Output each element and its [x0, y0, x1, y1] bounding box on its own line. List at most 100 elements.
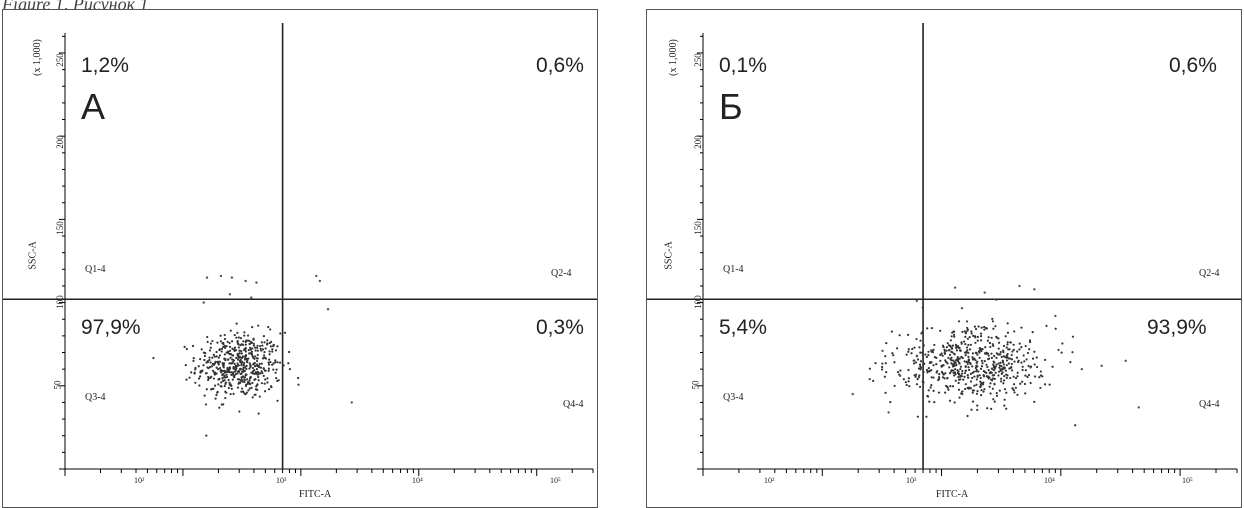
event-point	[930, 384, 933, 387]
y-tick-a-200: 200	[54, 135, 65, 149]
event-point	[997, 337, 1000, 340]
event-point	[989, 345, 992, 349]
event-point	[211, 369, 215, 372]
event-point	[964, 387, 967, 391]
event-point	[202, 364, 205, 367]
event-point	[959, 375, 962, 378]
event-point	[252, 342, 255, 345]
event-point	[981, 362, 984, 365]
event-point	[201, 369, 204, 372]
event-point	[995, 298, 998, 301]
event-point	[893, 384, 896, 388]
event-point	[930, 376, 933, 379]
event-point	[898, 334, 901, 337]
event-point	[248, 379, 251, 382]
event-point	[207, 378, 210, 382]
event-point	[255, 357, 259, 360]
event-point	[889, 401, 892, 404]
event-point	[981, 383, 985, 386]
event-point	[985, 352, 988, 355]
event-point	[926, 370, 929, 373]
event-point	[1024, 392, 1027, 395]
event-point	[1002, 363, 1006, 366]
event-point	[983, 328, 986, 331]
event-point	[983, 360, 986, 363]
event-point	[197, 377, 201, 380]
event-point	[204, 403, 208, 406]
event-point	[916, 415, 919, 418]
event-point	[1005, 359, 1009, 362]
event-point	[980, 339, 983, 342]
event-point	[908, 385, 911, 388]
panel-letter-a: А	[81, 86, 106, 127]
event-point	[1019, 382, 1022, 385]
event-point	[253, 361, 256, 365]
event-point	[215, 355, 218, 358]
event-point	[214, 397, 217, 400]
event-point	[998, 389, 1001, 392]
event-point	[1003, 388, 1007, 391]
outlier-point	[915, 299, 918, 303]
event-point	[254, 349, 257, 352]
event-point	[1031, 331, 1034, 334]
event-point	[966, 376, 970, 379]
event-point	[220, 371, 223, 374]
event-point	[1002, 366, 1005, 369]
event-point	[969, 362, 972, 366]
event-point	[921, 351, 924, 354]
event-point	[1021, 368, 1024, 372]
event-point	[215, 366, 218, 369]
event-point	[963, 375, 966, 378]
event-point	[250, 341, 253, 344]
event-point	[252, 337, 255, 340]
event-point	[224, 382, 227, 386]
event-point	[243, 334, 246, 337]
event-point	[980, 326, 983, 329]
event-point	[271, 363, 274, 366]
event-point	[232, 348, 236, 351]
event-point	[1009, 376, 1012, 380]
event-point	[928, 400, 931, 403]
event-point	[969, 372, 972, 375]
event-point	[1001, 349, 1005, 352]
event-point	[243, 392, 247, 396]
x-tick-b-3: 10⁴	[1044, 476, 1055, 485]
event-point	[940, 370, 943, 374]
event-point	[970, 330, 973, 333]
event-point	[918, 346, 921, 349]
event-point	[1002, 355, 1005, 358]
y-tick-a-100: 100	[54, 295, 65, 309]
event-point	[1029, 366, 1032, 369]
event-point	[915, 373, 918, 376]
event-point	[200, 348, 203, 351]
event-point	[1012, 348, 1015, 351]
event-point	[1022, 354, 1025, 357]
event-point	[257, 373, 260, 376]
event-point	[243, 361, 246, 365]
event-point	[241, 375, 244, 379]
event-point	[1014, 386, 1018, 389]
event-point	[192, 357, 195, 360]
event-point	[223, 369, 226, 373]
event-point	[980, 359, 984, 362]
event-point	[899, 369, 902, 372]
event-point	[239, 368, 242, 371]
outlier-point	[244, 279, 247, 283]
event-point	[1020, 326, 1023, 329]
event-point	[954, 379, 957, 382]
event-point	[235, 322, 238, 325]
event-point	[881, 365, 884, 369]
event-point	[215, 372, 218, 375]
event-point	[945, 349, 948, 352]
event-point	[241, 390, 245, 393]
event-point	[229, 356, 232, 359]
event-point	[236, 353, 239, 356]
event-point	[949, 385, 952, 388]
event-point	[924, 353, 927, 356]
event-point	[216, 360, 220, 363]
event-point	[979, 332, 983, 335]
event-point	[983, 388, 986, 391]
event-point	[269, 385, 273, 388]
event-point	[274, 361, 277, 364]
event-point	[199, 375, 202, 378]
